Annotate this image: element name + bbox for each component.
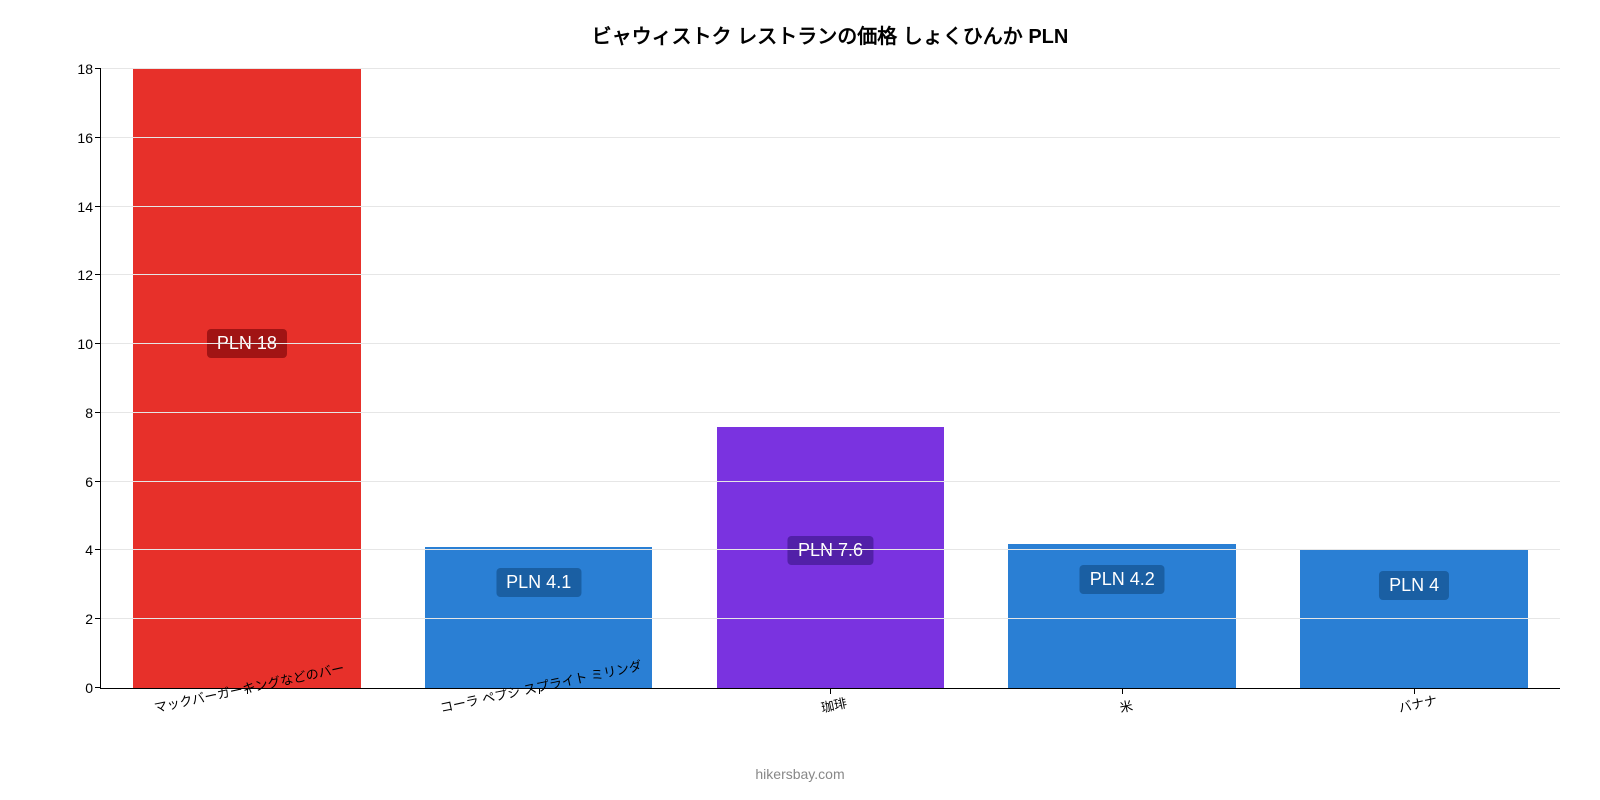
ytick-label: 8 xyxy=(85,405,101,421)
grid-line xyxy=(101,343,1560,344)
grid-line xyxy=(101,68,1560,69)
attribution-text: hikersbay.com xyxy=(0,766,1600,782)
ytick-label: 0 xyxy=(85,680,101,696)
ytick-label: 2 xyxy=(85,611,101,627)
value-badge: PLN 4.1 xyxy=(496,568,581,597)
value-badge: PLN 4.2 xyxy=(1080,565,1165,594)
grid-line xyxy=(101,274,1560,275)
ytick-label: 12 xyxy=(77,267,101,283)
grid-line xyxy=(101,137,1560,138)
value-badge: PLN 4 xyxy=(1379,571,1449,600)
chart-title: ビャウィストク レストランの価格 しょくひんか PLN xyxy=(100,20,1560,49)
bar-slot: PLN 18マックバーガーキングなどのバー xyxy=(101,69,393,688)
ytick-label: 10 xyxy=(77,336,101,352)
bar-slot: PLN 7.6珈琲 xyxy=(685,69,977,688)
grid-line xyxy=(101,206,1560,207)
bar: PLN 18 xyxy=(133,69,361,688)
value-badge: PLN 7.6 xyxy=(788,536,873,565)
bar: PLN 7.6 xyxy=(717,427,945,688)
grid-line xyxy=(101,412,1560,413)
grid-line xyxy=(101,549,1560,550)
ytick-label: 16 xyxy=(77,130,101,146)
grid-line xyxy=(101,481,1560,482)
ytick-label: 14 xyxy=(77,199,101,215)
bar-chart: ビャウィストク レストランの価格 しょくひんか PLN PLN 18マックバーガ… xyxy=(0,0,1600,800)
bar: PLN 4.2 xyxy=(1008,544,1236,688)
bar-slot: PLN 4バナナ xyxy=(1268,69,1560,688)
bars-container: PLN 18マックバーガーキングなどのバーPLN 4.1コーラ ペプシ スプライ… xyxy=(101,69,1560,688)
bar-slot: PLN 4.2米 xyxy=(976,69,1268,688)
xtick-label: 米 xyxy=(1116,685,1135,716)
plot-area: PLN 18マックバーガーキングなどのバーPLN 4.1コーラ ペプシ スプライ… xyxy=(100,69,1560,689)
bar-slot: PLN 4.1コーラ ペプシ スプライト ミリンダ xyxy=(393,69,685,688)
ytick-label: 18 xyxy=(77,61,101,77)
ytick-label: 4 xyxy=(85,542,101,558)
ytick-label: 6 xyxy=(85,474,101,490)
grid-line xyxy=(101,618,1560,619)
